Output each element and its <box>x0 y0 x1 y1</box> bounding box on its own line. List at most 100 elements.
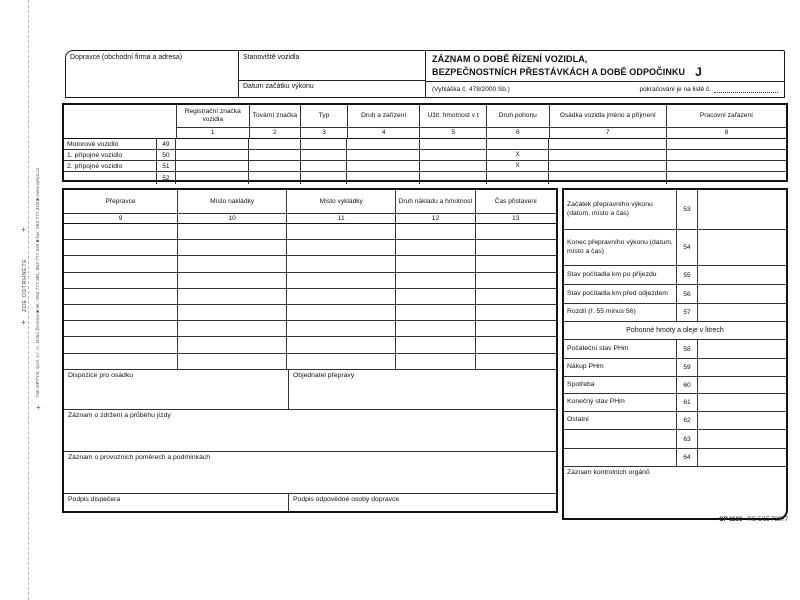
carrier-field: Dopravce (obchodní firma a adresa) <box>66 51 239 97</box>
blank-cell <box>287 353 397 369</box>
row-number: 49 <box>157 139 177 149</box>
blank-cell <box>64 353 179 369</box>
row-number: 62 <box>676 412 698 429</box>
row-number: 58 <box>676 340 698 358</box>
blank-cell <box>667 161 786 171</box>
row-number: 61 <box>676 394 698 411</box>
delay-record-section: Záznam o zdržení a průběhu jízdy <box>64 410 556 452</box>
row-number: 60 <box>676 377 698 393</box>
blank-cell <box>347 161 421 171</box>
table-row: 2. přípojné vozidlo 51 X <box>64 161 786 172</box>
transport-blank-row <box>64 288 556 305</box>
row-label: Ostatní <box>567 416 589 424</box>
panel-row: Stav počítadla km po příjezdu 55 <box>564 266 786 285</box>
transport-blank-row <box>64 337 556 354</box>
blank-cell <box>698 340 786 358</box>
delay-record-label: Záznam o zdržení a průběhu jízdy <box>68 411 171 419</box>
blank-cell <box>287 288 397 304</box>
blank-cell <box>287 224 397 240</box>
blank-cell <box>396 240 476 256</box>
row-number: 64 <box>676 449 698 466</box>
blank-cell <box>667 150 786 160</box>
column-header: Místo nakládky <box>178 190 288 213</box>
blank-cell <box>178 288 288 304</box>
operating-conditions-section: Záznam o provozních poměrech a podmínkác… <box>64 452 556 494</box>
blank-cell <box>698 285 786 303</box>
vehicle-station-fields: Stanoviště vozidla Datum začátku výkonu <box>239 51 426 97</box>
column-number: 1 <box>177 128 250 138</box>
blank-cell <box>549 139 667 149</box>
regulation-reference: (Vyhláška č. 478/2000 Sb.) <box>432 86 510 93</box>
blank-cell <box>667 139 786 149</box>
blank-cell <box>301 139 348 149</box>
form-title-line2: BEZPEČNOSTNÍCH PŘESTÁVKÁCH A DOBĚ ODPOČI… <box>432 67 686 78</box>
print-reference: RG 5/15 73977 <box>747 517 788 523</box>
column-number: 11 <box>287 214 397 223</box>
panel-row: 64 <box>564 449 786 467</box>
blank-cell <box>420 161 487 171</box>
transport-blank-rows <box>64 224 556 370</box>
print-registration-mark-icon: + <box>36 403 41 412</box>
continuation-fill-line <box>714 86 778 93</box>
row-number: 52 <box>157 172 177 184</box>
transport-blank-row <box>64 304 556 322</box>
row-label: Rozdíl (ř. 55 minus 56) <box>567 308 636 316</box>
row-label: Začátek přepravního výkonu (datum, místo… <box>567 201 653 217</box>
panel-row: Stav počítadla km před odjezdem 56 <box>564 285 786 304</box>
control-authorities-section: Záznam kontrolních orgánů <box>564 467 786 518</box>
blank-cell <box>64 240 179 256</box>
continuation-sheet-label: pokračování je na listě č. <box>639 86 711 93</box>
control-authorities-label: Záznam kontrolních orgánů <box>567 469 650 476</box>
panel-row: Konečný stav PHm 61 <box>564 394 786 412</box>
transport-blank-row <box>64 272 556 289</box>
row-label: Stav počítadla km po příjezdu <box>567 270 657 278</box>
blank-cell <box>178 256 288 272</box>
panel-row: Začátek přepravního výkonu (datum, místo… <box>564 190 786 230</box>
blank-cell <box>176 172 249 184</box>
row-label: Počáteční stav PHm <box>567 344 629 352</box>
row-label <box>564 430 676 448</box>
panel-row: Rozdíl (ř. 55 minus 56) 57 <box>564 304 786 322</box>
blank-cell <box>698 394 786 411</box>
blank-cell <box>698 266 786 284</box>
blank-cell <box>698 230 786 265</box>
column-header: Osádka vozidla jméno a příjmení <box>550 105 667 127</box>
blank-cell <box>301 172 348 184</box>
table-row: Motorové vozidlo 49 <box>64 139 786 150</box>
row-number: 55 <box>676 266 698 284</box>
fuel-section-header: Pohonné hmoty a oleje v litrech <box>564 322 786 340</box>
transport-blank-row <box>64 353 556 370</box>
blank-cell <box>347 172 421 184</box>
panel-row: 63 <box>564 430 786 449</box>
blank-cell <box>178 224 288 240</box>
blank-cell <box>549 172 667 184</box>
crew-dispositions-label: Dispozice pro osádku <box>64 369 289 409</box>
printer-imprint-vertical-text: Tisk OPTYS, spol. s r. o., Dolní Životic… <box>36 167 41 398</box>
form-title: ZÁZNAM O DOBĚ ŘÍZENÍ VOZIDLA, BEZPEČNOST… <box>426 51 784 82</box>
transport-blank-row <box>64 240 556 257</box>
transport-blank-row <box>64 224 556 241</box>
column-number: 7 <box>550 128 667 138</box>
blank-cell <box>64 304 179 321</box>
row-number: 51 <box>157 161 177 171</box>
form-title-block: ZÁZNAM O DOBĚ ŘÍZENÍ VOZIDLA, BEZPEČNOST… <box>426 51 784 97</box>
blank-cell <box>249 161 301 171</box>
row-label: 2. přípojné vozidlo <box>64 161 157 171</box>
panel-row: Konec přepravního výkonu (datum, místo a… <box>564 230 786 266</box>
column-header: Druh pohonu <box>487 105 550 127</box>
blank-cell <box>396 224 476 240</box>
vehicle-station-label: Stanoviště vozidla <box>239 51 425 81</box>
row-label <box>564 449 676 466</box>
blank-cell <box>287 321 397 337</box>
blank-cell <box>396 304 476 321</box>
blank-cell <box>476 256 556 271</box>
blank-cell <box>64 256 179 272</box>
blank-cell <box>476 337 556 352</box>
blank-cell <box>476 289 556 304</box>
print-registration-mark-icon: + <box>21 225 26 234</box>
blank-cell <box>176 150 249 160</box>
blank-cell <box>396 272 476 288</box>
blank-cell <box>476 240 556 255</box>
summary-panel: Začátek přepravního výkonu (datum, místo… <box>562 188 788 520</box>
